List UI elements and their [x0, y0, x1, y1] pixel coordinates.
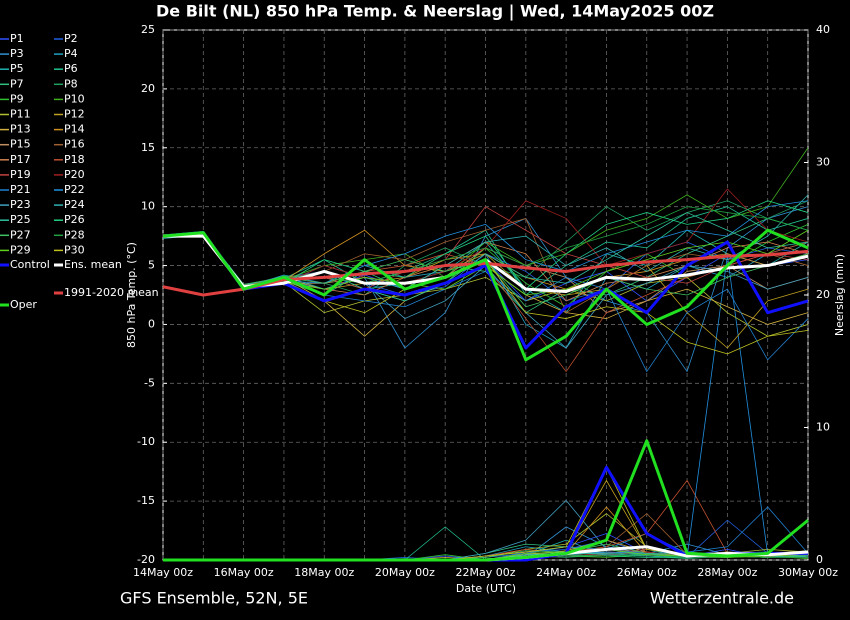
legend-label: P21: [10, 183, 31, 196]
y2-tick-label: 30: [816, 156, 830, 169]
x-tick-label: 14May 00z: [133, 566, 193, 579]
legend-label: P2: [64, 32, 78, 45]
x-axis-label: Date (UTC): [456, 582, 516, 595]
legend-label: P27: [10, 228, 31, 241]
x-tick-label: 28May 00z: [697, 566, 757, 579]
legend-label: P26: [64, 213, 85, 226]
y-tick-label: -20: [137, 553, 155, 566]
legend-label: P4: [64, 47, 78, 60]
y-tick-label: 0: [148, 317, 155, 330]
legend-label: P9: [10, 92, 24, 105]
legend-label: P29: [10, 243, 31, 256]
legend-label: Control: [10, 258, 50, 271]
y-tick-label: 10: [141, 200, 155, 213]
legend-label: P19: [10, 168, 31, 181]
legend-label: P7: [10, 77, 24, 90]
y-tick-label: -5: [144, 376, 155, 389]
legend-label: P18: [64, 153, 85, 166]
y2-axis-label: Neerslag (mm): [833, 254, 846, 336]
y-tick-label: -15: [137, 494, 155, 507]
legend-label: P16: [64, 138, 85, 151]
chart-title: De Bilt (NL) 850 hPa Temp. & Neerslag | …: [156, 2, 714, 22]
legend-label: P15: [10, 138, 31, 151]
y-tick-label: 20: [141, 82, 155, 95]
legend-label: P10: [64, 92, 85, 105]
legend-label: 1991-2020 mean: [64, 286, 159, 299]
x-tick-label: 30May 00z: [778, 566, 838, 579]
legend-label: P17: [10, 153, 31, 166]
footer-site: Wetterzentrale.de: [650, 589, 794, 608]
y-axis-label: 850 hPa Temp. (°C): [125, 242, 138, 348]
temp-line: [162, 206, 809, 288]
legend-label: P14: [64, 123, 85, 136]
legend-label: P13: [10, 123, 31, 136]
legend-label: P12: [64, 108, 85, 121]
legend-label: P24: [64, 198, 85, 211]
y2-tick-label: 10: [816, 421, 830, 434]
legend-label: P22: [64, 183, 85, 196]
temp-line: [162, 228, 809, 362]
y-tick-label: 15: [141, 141, 155, 154]
x-tick-label: 26May 00z: [617, 566, 677, 579]
legend-label: P23: [10, 198, 31, 211]
x-tick-label: 20May 00z: [375, 566, 435, 579]
legend-label: P5: [10, 62, 24, 75]
legend-label: P20: [64, 168, 85, 181]
legend-label: P28: [64, 228, 85, 241]
legend-label: P6: [64, 62, 78, 75]
legend-label: P8: [64, 77, 78, 90]
y-tick-label: 5: [148, 259, 155, 272]
legend-label: Ens. mean: [64, 258, 122, 271]
legend-label: Oper: [10, 298, 37, 311]
footer-source: GFS Ensemble, 52N, 5E: [120, 589, 308, 608]
legend-label: P25: [10, 213, 31, 226]
precip-line: [163, 439, 809, 562]
y2-tick-label: 0: [816, 553, 823, 566]
legend-label: P11: [10, 108, 31, 121]
legend-label: P3: [10, 47, 24, 60]
x-tick-label: 18May 00z: [294, 566, 354, 579]
y-tick-label: 25: [141, 23, 155, 36]
y2-tick-label: 20: [816, 288, 830, 301]
legend-label: P1: [10, 32, 24, 45]
y-tick-label: -10: [137, 435, 155, 448]
temp-line: [162, 188, 809, 290]
y2-tick-label: 40: [816, 23, 830, 36]
x-tick-label: 24May 00z: [536, 566, 596, 579]
x-tick-label: 22May 00z: [455, 566, 515, 579]
legend-label: P30: [64, 243, 85, 256]
x-tick-label: 16May 00z: [214, 566, 274, 579]
